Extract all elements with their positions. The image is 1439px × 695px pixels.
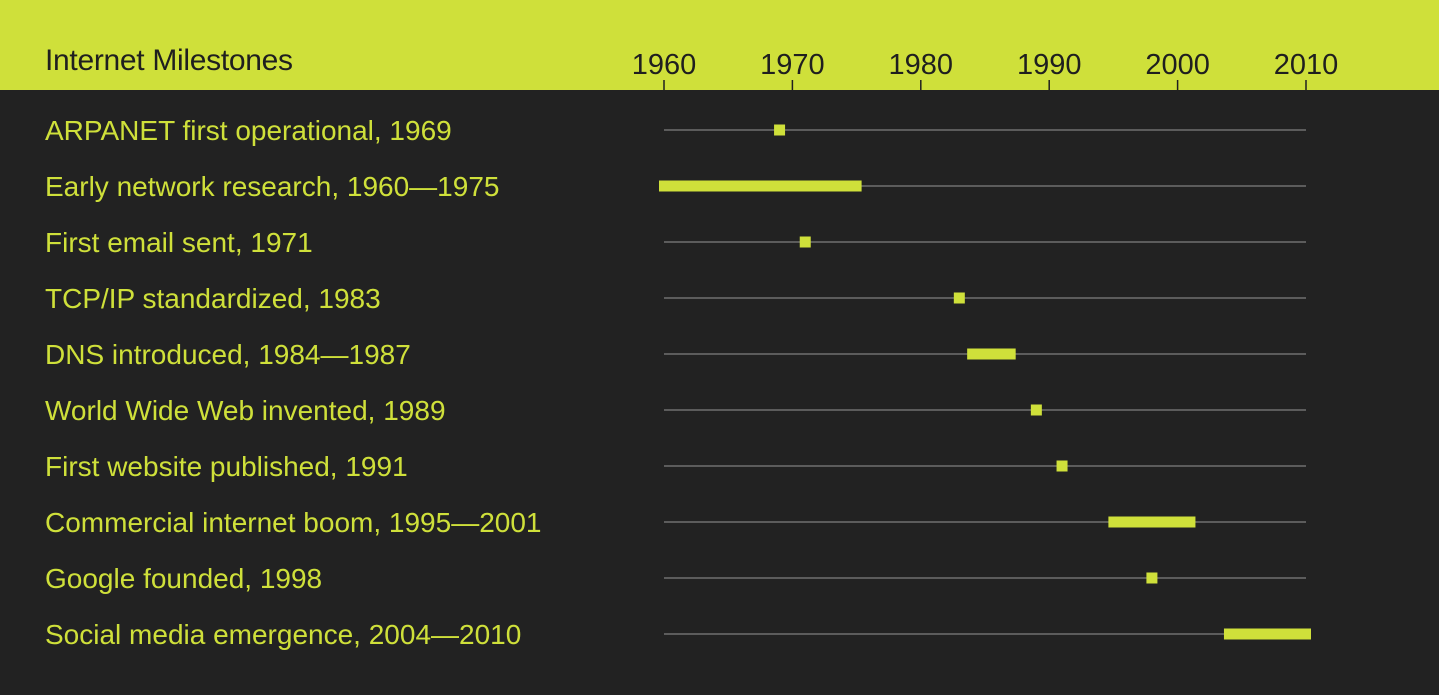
event-range-bar [967,348,1016,360]
event-label: TCP/IP standardized, 1983 [45,283,381,314]
timeline-row: DNS introduced, 1984—1987 [45,339,1306,370]
x-tick-label: 1970 [760,49,825,81]
event-range-bar [1108,516,1196,528]
event-point [774,124,786,136]
timeline-row: Google founded, 1998 [45,563,1306,594]
event-point [1146,572,1158,584]
chart-title: Internet Milestones [45,44,293,77]
event-label: Google founded, 1998 [45,563,322,594]
event-label: Commercial internet boom, 1995—2001 [45,507,541,538]
timeline-row: ARPANET first operational, 1969 [45,115,1306,146]
event-point [1030,404,1042,416]
timeline-row: First email sent, 1971 [45,227,1306,258]
timeline-row: Social media emergence, 2004—2010 [45,619,1311,650]
timeline-row: First website published, 1991 [45,451,1306,482]
event-point [799,236,811,248]
timeline-row: Commercial internet boom, 1995—2001 [45,507,1306,538]
event-range-bar [659,180,862,192]
timeline-row: TCP/IP standardized, 1983 [45,283,1306,314]
event-label: Early network research, 1960—1975 [45,171,499,202]
x-tick-label: 1990 [1017,49,1082,81]
x-tick-label: 1960 [632,49,697,81]
event-point [953,292,965,304]
event-point [1056,460,1068,472]
x-tick-label: 1980 [889,49,954,81]
timeline-row: World Wide Web invented, 1989 [45,395,1306,426]
timeline-row: Early network research, 1960—1975 [45,171,1306,202]
event-range-bar [1223,628,1311,640]
header-band [0,0,1439,90]
event-label: DNS introduced, 1984—1987 [45,339,411,370]
event-label: Social media emergence, 2004—2010 [45,619,521,650]
x-tick-label: 2010 [1274,49,1339,81]
event-label: First email sent, 1971 [45,227,313,258]
event-label: ARPANET first operational, 1969 [45,115,452,146]
x-tick-label: 2000 [1145,49,1210,81]
event-label: First website published, 1991 [45,451,408,482]
event-label: World Wide Web invented, 1989 [45,395,446,426]
